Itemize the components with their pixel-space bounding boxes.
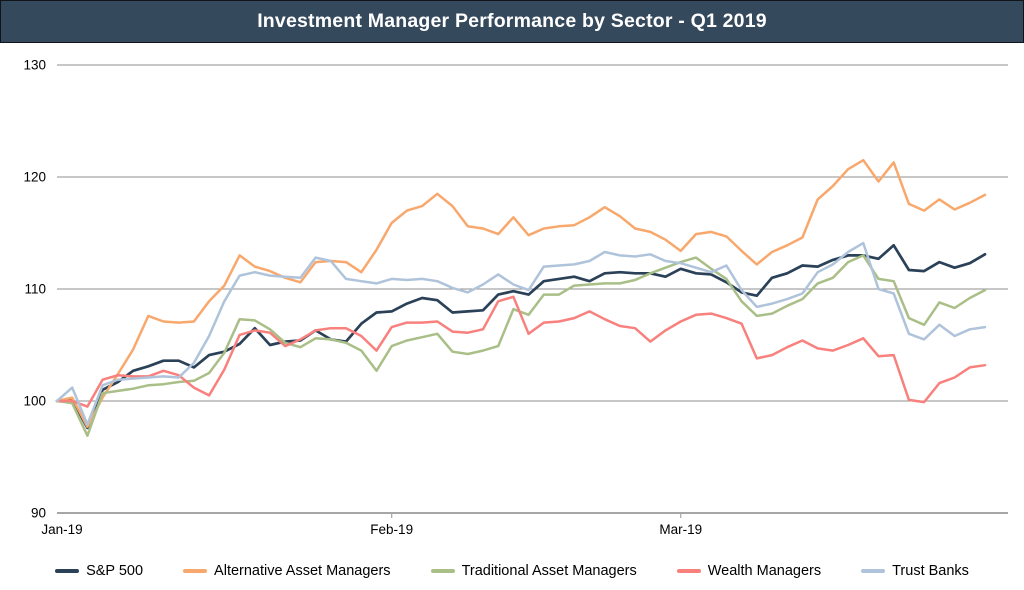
legend-item-wealth-managers: Wealth Managers	[676, 563, 822, 579]
x-tick-label-Mar-19: Mar-19	[659, 522, 702, 537]
legend-swatch-icon	[676, 569, 701, 573]
legend-item-alternative-asset-managers: Alternative Asset Managers	[183, 563, 391, 579]
legend-item-traditional-asset-managers: Traditional Asset Managers	[430, 563, 637, 579]
y-tick-label-110: 110	[24, 282, 46, 297]
legend-swatch-icon	[430, 569, 455, 573]
legend-label: Wealth Managers	[707, 563, 822, 579]
y-tick-label-100: 100	[23, 394, 46, 409]
legend-item-s-p-500: S&P 500	[55, 563, 143, 579]
x-tick-label-Feb-19: Feb-19	[370, 522, 413, 537]
series-line-traditional-asset-managers	[55, 254, 987, 437]
legend-swatch-icon	[55, 569, 80, 573]
series-line-alternative-asset-managers	[55, 158, 987, 429]
y-tick-label-90: 90	[31, 506, 46, 521]
legend-label: S&P 500	[86, 563, 144, 579]
legend-label: Traditional Asset Managers	[461, 563, 637, 579]
legend-label: Trust Banks	[892, 563, 969, 579]
y-tick-label-130: 130	[23, 58, 46, 73]
x-tick-label-Jan-19: Jan-19	[41, 522, 82, 537]
legend-swatch-icon	[183, 569, 208, 573]
chart-legend: S&P 500 Alternative Asset Managers Traditi…	[0, 556, 1024, 586]
legend-swatch-icon	[861, 569, 886, 573]
y-tick-label-120: 120	[23, 170, 46, 185]
legend-label: Alternative Asset Managers	[214, 563, 391, 579]
title-bar: Investment Manager Performance by Sector…	[0, 0, 1024, 43]
series-line-trust-banks	[55, 241, 987, 426]
legend-item-trust-banks: Trust Banks	[861, 563, 969, 579]
series-line-wealth-managers	[55, 295, 987, 408]
chart-title: Investment Manager Performance by Sector…	[257, 10, 767, 32]
series-line-s-p-500	[55, 243, 987, 430]
